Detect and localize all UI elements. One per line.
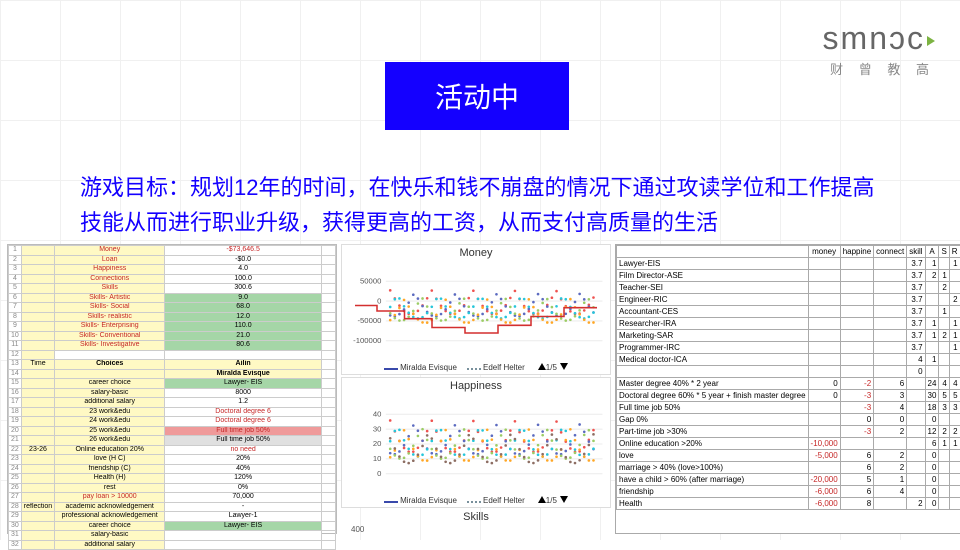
svg-text:20: 20 (373, 439, 382, 448)
nav-down-icon[interactable] (560, 363, 568, 370)
skills-chart-title: Skills (341, 511, 611, 523)
effects-table-wrap: moneyhappineconnectskillASRECILawyer-EIS… (615, 244, 960, 534)
svg-text:-100000: -100000 (353, 336, 381, 345)
logo-subtitle: 财 曾 教 高 (823, 59, 935, 78)
money-chart-svg: 50000 0 -50000 -100000 (344, 259, 608, 363)
stats-spreadsheet: 1Money-$73,646.52Loan-$0.03Happiness4.04… (7, 244, 337, 534)
svg-text:10: 10 (373, 454, 382, 463)
logo: smnɔc 财 曾 教 高 (823, 20, 935, 78)
activity-badge: 活动中 (385, 62, 569, 130)
svg-text:-50000: -50000 (357, 316, 381, 325)
svg-text:0: 0 (377, 469, 381, 478)
nav-up-icon[interactable] (538, 496, 546, 503)
content-row: 1Money-$73,646.52Loan-$0.03Happiness4.04… (7, 244, 953, 534)
money-legend: Miralda Evisque Edelf Helter 1/5 (344, 363, 608, 372)
svg-text:0: 0 (377, 296, 381, 305)
play-icon (927, 36, 935, 46)
happiness-chart: Happiness 40 30 20 10 0 Miralda Evisque Edel… (341, 377, 611, 508)
money-chart: Money 50000 0 -50000 -100000 Miralda Evisqu… (341, 244, 611, 375)
skills-ytick: 400 (341, 525, 611, 534)
nav-down-icon[interactable] (560, 496, 568, 503)
chart-title: Money (344, 247, 608, 259)
svg-text:50000: 50000 (360, 277, 381, 286)
logo-text: smnɔc (823, 20, 925, 56)
game-objective-text: 游戏目标：规划12年的时间，在快乐和钱不崩盘的情况下通过攻读学位和工作提高技能从… (80, 170, 880, 240)
stats-table: 1Money-$73,646.52Loan-$0.03Happiness4.04… (8, 245, 336, 550)
happiness-legend: Miralda Evisque Edelf Helter 1/5 (344, 496, 608, 505)
chart-title: Happiness (344, 380, 608, 392)
svg-text:40: 40 (373, 410, 382, 419)
happiness-chart-svg: 40 30 20 10 0 (344, 392, 608, 496)
svg-text:30: 30 (373, 424, 382, 433)
effects-table: moneyhappineconnectskillASRECILawyer-EIS… (616, 245, 960, 510)
nav-up-icon[interactable] (538, 363, 546, 370)
charts-column: Money 50000 0 -50000 -100000 Miralda Evisqu… (341, 244, 611, 534)
